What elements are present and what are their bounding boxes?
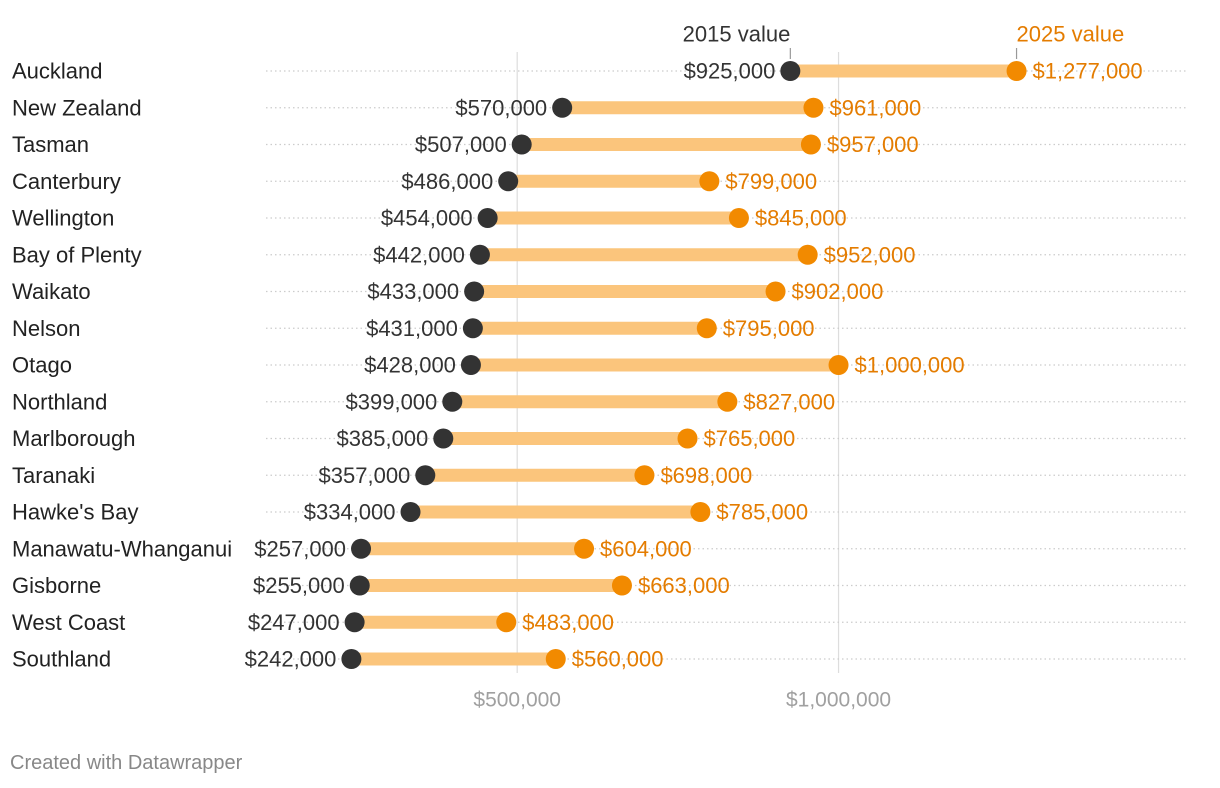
value-label-2015-waikato: $433,000 <box>367 279 459 304</box>
value-label-2025-auckland: $1,277,000 <box>1033 59 1143 84</box>
dot-2025-marlborough <box>677 428 698 449</box>
dot-2015-northland <box>442 391 463 412</box>
dot-2025-nelson <box>696 318 717 339</box>
region-label-tasman: Tasman <box>12 132 89 157</box>
dot-2015-nelson <box>462 318 483 339</box>
dot-2025-bay-of-plenty <box>797 244 818 265</box>
dot-2015-wellington <box>477 208 498 228</box>
value-label-2025-taranaki: $698,000 <box>660 463 752 488</box>
region-label-wellington: Wellington <box>12 206 114 231</box>
value-label-2025-nelson: $795,000 <box>723 316 815 341</box>
region-label-canterbury: Canterbury <box>12 169 121 194</box>
dot-2025-auckland <box>1006 61 1027 81</box>
value-label-2025-tasman: $957,000 <box>827 132 919 157</box>
dot-2025-northland <box>717 391 738 412</box>
region-label-manawatu-whanganui: Manawatu-Whanganui <box>12 536 232 561</box>
value-label-2015-otago: $428,000 <box>364 353 456 378</box>
legend-label-2015: 2015 value <box>683 22 791 47</box>
dot-2025-west-coast <box>496 612 517 633</box>
region-label-marlborough: Marlborough <box>12 426 136 451</box>
dot-2015-gisborne <box>349 575 370 596</box>
region-label-southland: Southland <box>12 647 111 672</box>
value-label-2025-bay-of-plenty: $952,000 <box>824 242 916 267</box>
dot-2025-southland <box>545 649 566 669</box>
value-label-2015-taranaki: $357,000 <box>319 463 411 488</box>
value-label-2025-marlborough: $765,000 <box>704 426 796 451</box>
dot-2025-taranaki <box>634 465 655 486</box>
dot-2015-manawatu-whanganui <box>351 538 372 559</box>
value-label-2015-hawke-s-bay: $334,000 <box>304 500 396 525</box>
dot-2025-wellington <box>728 208 749 228</box>
dot-2015-bay-of-plenty <box>469 244 490 265</box>
value-label-2025-waikato: $902,000 <box>792 279 884 304</box>
value-label-2025-hawke-s-bay: $785,000 <box>716 500 808 525</box>
dot-2025-otago <box>828 355 849 375</box>
dot-2015-canterbury <box>498 171 519 192</box>
dot-2015-tasman <box>511 134 532 155</box>
value-label-2025-northland: $827,000 <box>743 389 835 414</box>
dot-2025-waikato <box>765 281 786 302</box>
dot-2015-hawke-s-bay <box>400 502 421 522</box>
region-label-otago: Otago <box>12 353 72 378</box>
value-label-2025-otago: $1,000,000 <box>855 353 965 378</box>
value-label-2015-bay-of-plenty: $442,000 <box>373 242 465 267</box>
value-label-2025-new-zealand: $961,000 <box>829 95 921 120</box>
region-label-northland: Northland <box>12 389 107 414</box>
value-label-2015-gisborne: $255,000 <box>253 573 345 598</box>
footer-credit: Created with Datawrapper <box>10 752 243 774</box>
value-label-2015-nelson: $431,000 <box>366 316 458 341</box>
value-label-2015-tasman: $507,000 <box>415 132 507 157</box>
dot-2015-otago <box>460 355 481 375</box>
value-label-2015-northland: $399,000 <box>346 389 438 414</box>
dot-2015-southland <box>341 649 362 669</box>
dot-2015-auckland <box>780 61 801 81</box>
dot-2025-gisborne <box>611 575 632 596</box>
value-label-2025-canterbury: $799,000 <box>725 169 817 194</box>
region-label-auckland: Auckland <box>12 59 103 84</box>
value-label-2015-marlborough: $385,000 <box>337 426 429 451</box>
region-label-new-zealand: New Zealand <box>12 95 142 120</box>
region-label-gisborne: Gisborne <box>12 573 101 598</box>
value-label-2015-southland: $242,000 <box>245 647 337 672</box>
region-label-bay-of-plenty: Bay of Plenty <box>12 242 142 267</box>
dot-2025-canterbury <box>699 171 720 192</box>
region-label-west-coast: West Coast <box>12 610 125 635</box>
region-label-nelson: Nelson <box>12 316 80 341</box>
value-label-2015-manawatu-whanganui: $257,000 <box>254 536 346 561</box>
x-tick-label-0: $500,000 <box>473 689 561 712</box>
legend-label-2025: 2025 value <box>1017 22 1125 47</box>
value-label-2015-auckland: $925,000 <box>684 59 776 84</box>
dot-2025-tasman <box>800 134 821 155</box>
value-label-2025-gisborne: $663,000 <box>638 573 730 598</box>
dot-2015-taranaki <box>415 465 436 486</box>
region-label-waikato: Waikato <box>12 279 91 304</box>
value-label-2015-wellington: $454,000 <box>381 206 473 231</box>
value-label-2015-west-coast: $247,000 <box>248 610 340 635</box>
dot-2025-manawatu-whanganui <box>574 538 595 559</box>
value-label-2015-new-zealand: $570,000 <box>455 95 547 120</box>
x-tick-label-1: $1,000,000 <box>786 689 891 712</box>
dot-2015-west-coast <box>344 612 365 633</box>
value-label-2025-southland: $560,000 <box>572 647 664 672</box>
dot-2025-hawke-s-bay <box>690 502 711 522</box>
value-label-2015-canterbury: $486,000 <box>401 169 493 194</box>
dot-2025-new-zealand <box>803 97 824 118</box>
value-label-2025-west-coast: $483,000 <box>522 610 614 635</box>
region-label-hawke-s-bay: Hawke's Bay <box>12 500 138 525</box>
value-label-2025-wellington: $845,000 <box>755 206 847 231</box>
region-label-taranaki: Taranaki <box>12 463 95 488</box>
dot-2015-marlborough <box>433 428 454 449</box>
dot-2015-new-zealand <box>552 97 573 118</box>
dot-2015-waikato <box>464 281 485 302</box>
value-label-2025-manawatu-whanganui: $604,000 <box>600 536 692 561</box>
